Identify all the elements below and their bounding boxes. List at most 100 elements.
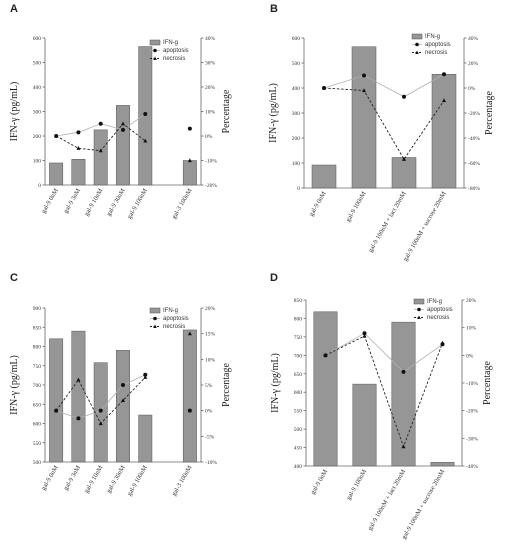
marker-necrosis [187, 158, 192, 163]
x-tick-label: gal-9 3nM [62, 464, 82, 491]
left-tick-label: 850 [294, 298, 303, 304]
line-apoptosis [325, 332, 443, 373]
marker-apoptosis [362, 73, 366, 78]
right-tick-label: 15% [205, 332, 216, 338]
left-tick-label: 550 [33, 441, 42, 447]
left-tick-label: 600 [33, 36, 42, 42]
right-tick-label: -10% [205, 159, 217, 165]
left-tick-label: 400 [33, 85, 42, 91]
marker-apoptosis [442, 72, 446, 77]
x-tick-label: gal-9 100nM [345, 468, 368, 501]
marker-apoptosis [121, 127, 125, 132]
right-tick-label: 10% [205, 357, 216, 363]
left-tick-label: 500 [292, 61, 301, 67]
right-tick-label: -40% [468, 136, 480, 142]
line-necrosis [323, 87, 445, 161]
legend-label: necrosis [425, 50, 447, 56]
panel-b: B 0 100 200 300 400 500 600 -80% -60% -40% -20% 0% 20… [268, 3, 495, 263]
bar-ifn-g [138, 414, 153, 463]
y-axis-title: IFN-γ (pg/mL) [9, 82, 20, 142]
x-tick-label: gal-3 100nM [171, 187, 194, 220]
marker-necrosis [54, 133, 59, 138]
right-tick-label: 10% [205, 110, 216, 116]
bar-ifn-g [313, 311, 338, 467]
right-tick-label: 10% [466, 326, 477, 332]
left-tick-label: 600 [33, 422, 42, 428]
right-tick-label: 0% [205, 134, 213, 140]
left-tick-label: 200 [292, 136, 301, 142]
bar-ifn-g [431, 74, 457, 189]
panel-letter: B [270, 3, 278, 15]
marker-apoptosis [362, 331, 367, 336]
legend-swatch-ifn-g [149, 39, 161, 46]
left-tick-label: 0 [38, 183, 41, 189]
panel-letter: D [270, 272, 278, 284]
x-tick-label: gal-9 0nM [308, 190, 328, 217]
left-tick-label: 700 [294, 353, 303, 359]
legend-marker-apoptosis [417, 307, 421, 312]
left-tick-label: 750 [33, 364, 42, 370]
bar-ifn-g [391, 157, 417, 189]
legend-marker-apoptosis [153, 48, 157, 53]
right-tick-label: -5% [205, 434, 215, 440]
marker-necrosis [187, 331, 192, 336]
left-tick-label: 750 [294, 335, 303, 341]
y2-axis-title: Percentage [484, 91, 495, 135]
marker-necrosis [121, 121, 125, 126]
marker-necrosis [54, 408, 59, 413]
legend-label: IFN-g [163, 308, 178, 314]
right-tick-label: 20% [468, 61, 479, 67]
left-tick-label: 900 [33, 306, 42, 312]
right-tick-label: 40% [468, 36, 479, 42]
bar-ifn-g [116, 105, 130, 186]
legend-label: apoptosis [425, 42, 451, 48]
left-tick-label: 100 [292, 161, 301, 167]
bar-ifn-g [391, 321, 416, 467]
legend-swatch-ifn-g [413, 298, 425, 305]
marker-necrosis [76, 146, 81, 150]
bar-ifn-g [71, 159, 86, 186]
right-tick-label: -20% [468, 111, 480, 117]
marker-necrosis [362, 88, 366, 93]
legend-marker-apoptosis [415, 42, 419, 47]
right-tick-label: 20% [205, 306, 216, 312]
left-tick-label: 550 [294, 409, 303, 415]
bar-ifn-g [352, 383, 377, 467]
line-necrosis [325, 335, 443, 448]
legend-label: apoptosis [163, 48, 189, 54]
marker-apoptosis [402, 94, 406, 99]
y2-axis-title: Percentage [482, 361, 493, 405]
right-tick-label: 20% [205, 85, 216, 91]
panel-a: A 0 100 200 300 400 500 600 -20% -10% 0% 10% 20% 30% 4… [9, 3, 232, 220]
marker-apoptosis [187, 126, 192, 131]
marker-necrosis [98, 148, 103, 153]
bar-ifn-g [49, 338, 64, 463]
marker-necrosis [121, 398, 125, 402]
legend-label: necrosis [427, 315, 449, 321]
marker-necrosis [143, 375, 148, 379]
marker-necrosis [76, 377, 81, 382]
panel-d: D 400 450 500 550 600 650 700 750 800 850 -40% -30% -… [270, 272, 493, 541]
right-tick-label: -10% [466, 381, 478, 387]
bar-ifn-g [351, 46, 377, 189]
x-tick-label: gal-3 100nM [171, 464, 194, 497]
x-tick-label: gal-9 100nM [126, 187, 149, 220]
marker-apoptosis [121, 383, 125, 387]
x-tick-label: gal-9 0nM [40, 464, 60, 491]
marker-apoptosis [76, 416, 81, 421]
marker-apoptosis [401, 369, 406, 374]
legend-marker-necrosis [417, 315, 421, 319]
x-tick-label: gal-9 100nM [126, 464, 149, 497]
x-tick-label: gal-9 0nM [310, 468, 330, 495]
left-tick-label: 500 [33, 61, 42, 67]
left-tick-label: 400 [292, 86, 301, 92]
marker-apoptosis [98, 408, 103, 413]
left-tick-label: 500 [33, 460, 42, 466]
x-tick-label: gal-9 100nM + lact 20mM [367, 190, 408, 253]
legend-swatch-ifn-g [411, 33, 423, 40]
left-tick-label: 0 [297, 186, 300, 192]
y-axis-title: IFN-γ (pg/mL) [268, 83, 279, 143]
left-tick-label: 200 [33, 134, 42, 140]
x-tick-label: gal-9 30nM [105, 464, 126, 494]
marker-necrosis [402, 157, 406, 161]
